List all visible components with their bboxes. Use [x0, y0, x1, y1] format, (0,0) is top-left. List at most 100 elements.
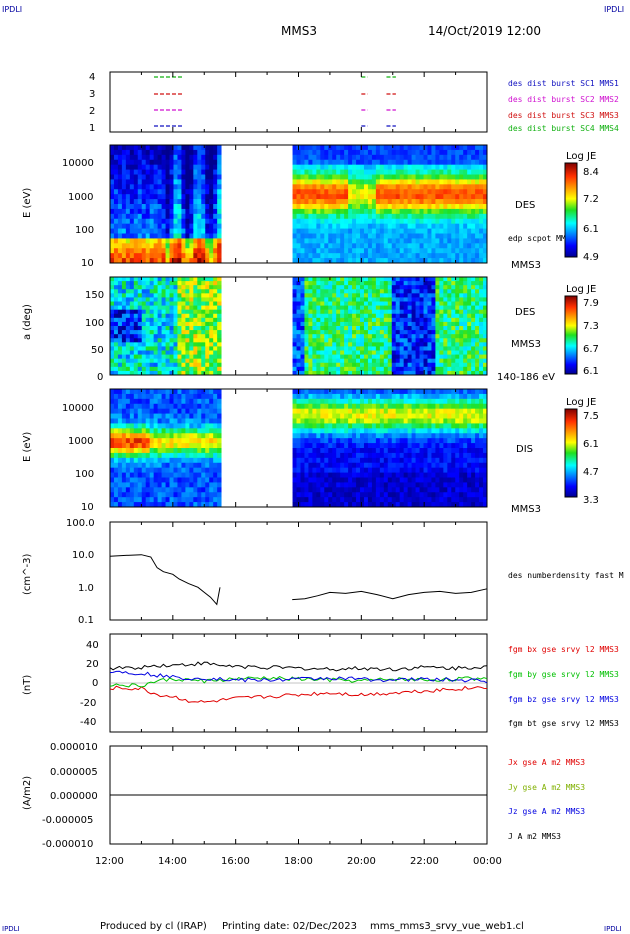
spectrogram-cell [125, 285, 131, 290]
spectrogram-cell [201, 281, 206, 286]
spectrogram-cell [383, 293, 389, 298]
spectrogram-cell [304, 398, 309, 405]
spectrogram-cell [304, 418, 309, 424]
spectrogram-cell [344, 285, 349, 290]
spectrogram-cell [360, 145, 365, 151]
spectrogram-cell [399, 277, 405, 282]
spectrogram-cell [367, 338, 373, 343]
spectrogram-cell [292, 443, 297, 449]
spectrogram-cell [137, 358, 143, 364]
spectrogram-cell [153, 418, 159, 424]
spectrogram-cell [113, 233, 119, 239]
spectrogram-cell [125, 418, 131, 424]
spectrogram-cell [308, 277, 313, 282]
spectrogram-cell [483, 154, 488, 161]
spectrogram-cell [177, 403, 182, 410]
spectrogram-cell [121, 502, 127, 508]
spectrogram-cell [213, 194, 218, 200]
spectrogram-cell [165, 393, 170, 400]
spectrogram-cell [435, 154, 440, 161]
spectrogram-cell [344, 164, 349, 170]
spectrogram-cell [340, 145, 345, 151]
spectrogram-cell [328, 330, 333, 335]
spectrogram-cell [133, 477, 139, 483]
spectrogram-cell [340, 194, 345, 200]
spectrogram-cell [157, 218, 162, 225]
spectrogram-cell [471, 293, 476, 298]
des-pitch-panel: a (deg) 150 100 50 0 DES MMS3 140-186 eV… [22, 276, 599, 383]
spectrogram-cell [383, 248, 389, 254]
spectrogram-cell [332, 159, 337, 166]
spectrogram-cell [363, 487, 369, 493]
spectrogram-cell [113, 293, 119, 298]
spectrogram-cell [399, 305, 405, 311]
spectrogram-cell [193, 189, 198, 195]
spectrogram-cell [181, 366, 186, 372]
spectrogram-cell [439, 293, 444, 298]
spectrogram-cell [328, 253, 333, 259]
spectrogram-cell [332, 243, 337, 249]
spectrogram-cell [403, 179, 409, 185]
spectrogram-cell [121, 492, 127, 498]
spectrogram-cell [193, 243, 198, 249]
spectrogram-cell [308, 213, 313, 220]
spectrogram-cell [300, 313, 305, 319]
spectrogram-cell [110, 366, 115, 372]
spectrogram-cell [117, 366, 123, 372]
spectrogram-cell [141, 398, 147, 405]
spectrogram-cell [455, 164, 460, 170]
spectrogram-cell [177, 189, 182, 195]
spectrogram-cell [316, 443, 321, 449]
spectrogram-cell [352, 408, 357, 414]
spectrogram-cell [181, 208, 186, 215]
spectrogram-cell [308, 413, 313, 419]
spectrogram-cell [153, 145, 159, 151]
spectrogram-cell [113, 398, 119, 405]
spectrogram-cell [312, 334, 317, 339]
spectrogram-cell [423, 213, 428, 220]
spectrogram-cell [336, 159, 341, 166]
spectrogram-cell [153, 253, 159, 259]
spectrogram-cell [205, 482, 210, 488]
spectrogram-cell [292, 346, 297, 351]
spectrogram-cell [133, 438, 139, 444]
spectrogram-cell [189, 293, 194, 298]
spectrogram-cell [217, 243, 222, 249]
spectrogram-cell [360, 346, 365, 351]
spectrogram-cell [157, 281, 162, 286]
spectrogram-cell [427, 228, 432, 234]
spectrogram-cell [189, 393, 194, 400]
spectrogram-cell [423, 297, 428, 302]
spectrogram-cell [149, 228, 155, 234]
spectrogram-cell [197, 487, 202, 493]
spectrogram-cell [165, 179, 170, 185]
spectrogram-cell [169, 467, 174, 473]
spectrogram-cell [316, 213, 321, 220]
spectrogram-cell [383, 253, 389, 259]
spectrogram-cell [356, 346, 361, 351]
spectrogram-cell [296, 350, 301, 355]
spectrogram-cell [375, 346, 381, 351]
spectrogram-cell [125, 159, 131, 166]
spectrogram-cell [177, 477, 182, 483]
spectrogram-cell [145, 354, 151, 360]
spectrogram-cell [173, 462, 178, 469]
spectrogram-cell [475, 366, 480, 372]
spectrogram-cell [336, 350, 341, 355]
spectrogram-cell [483, 309, 488, 315]
spectrogram-cell [157, 403, 162, 410]
spectrogram-cell [439, 346, 444, 351]
spectrogram-cell [383, 413, 389, 419]
spectrogram-cell [213, 497, 218, 503]
spectrogram-cell [479, 313, 484, 319]
spectrogram-cell [419, 184, 424, 190]
spectrogram-cell [129, 233, 135, 239]
spectrogram-cell [141, 438, 147, 444]
spectrogram-cell [395, 297, 401, 302]
spectrogram-cell [356, 497, 361, 503]
spectrogram-cell [352, 194, 357, 200]
spectrogram-cell [308, 169, 313, 175]
spectrogram-cell [300, 462, 305, 469]
spectrogram-cell [332, 253, 337, 259]
spectrogram-cell [213, 326, 218, 331]
